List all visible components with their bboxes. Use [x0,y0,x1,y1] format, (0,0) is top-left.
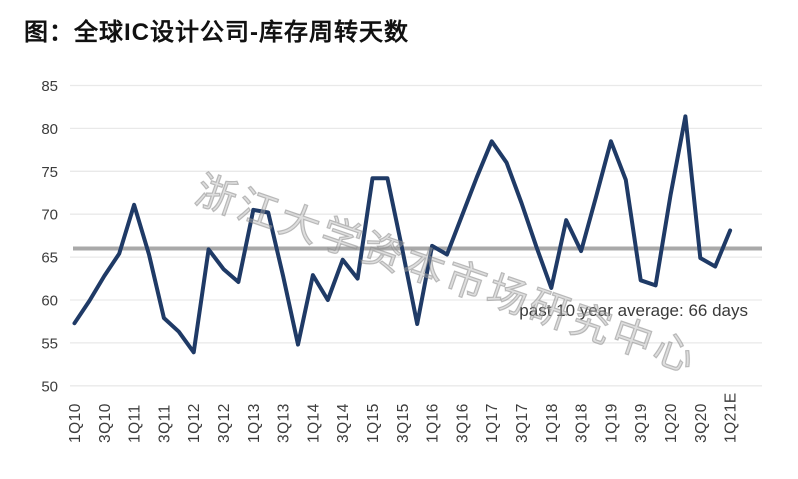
x-axis-label-3Q18: 3Q18 [574,403,591,443]
x-axis-label-3Q12: 3Q12 [216,403,233,443]
x-axis-label-3Q15: 3Q15 [395,403,412,443]
chart-title: 图：全球IC设计公司-库存周转天数 [24,19,409,46]
x-axis-label-3Q10: 3Q10 [97,403,114,443]
x-axis-label-3Q14: 3Q14 [335,403,352,443]
y-axis-label-75: 75 [41,164,58,181]
data-line-inventory-days [72,114,733,355]
x-axis-label-1Q19: 1Q19 [603,403,620,443]
x-axis-label-3Q17: 3Q17 [514,403,531,443]
x-axis-label-3Q19: 3Q19 [633,403,650,443]
y-axis-label-60: 60 [41,293,58,310]
x-axis-label-1Q10: 1Q10 [67,403,84,443]
x-axis-label-3Q11: 3Q11 [156,404,173,443]
x-axis-label-3Q13: 3Q13 [276,403,293,443]
x-axis-label-1Q13: 1Q13 [246,403,263,443]
y-axis-label-70: 70 [41,207,58,224]
x-axis-label-3Q16: 3Q16 [454,403,471,443]
y-axis-label-80: 80 [41,121,58,138]
y-axis-label-55: 55 [41,335,58,352]
x-axis-label-3Q20: 3Q20 [693,403,710,443]
average-annotation: past 10 year average: 66 days [519,301,748,320]
x-axis-label-1Q14: 1Q14 [305,403,322,443]
x-axis-label-1Q16: 1Q16 [425,403,442,443]
x-axis-label-1Q17: 1Q17 [484,403,501,443]
x-axis-label-1Q21E: 1Q21E [723,392,740,443]
x-axis-label-1Q20: 1Q20 [663,403,680,443]
x-axis-label-1Q12: 1Q12 [186,403,203,443]
x-axis-label-1Q18: 1Q18 [544,403,561,443]
y-axis-label-50: 50 [41,378,58,395]
y-axis-label-65: 65 [41,250,58,267]
y-axis-label-85: 85 [41,78,58,95]
x-axis-label-1Q15: 1Q15 [365,403,382,443]
x-axis-label-1Q11: 1Q11 [127,404,144,443]
